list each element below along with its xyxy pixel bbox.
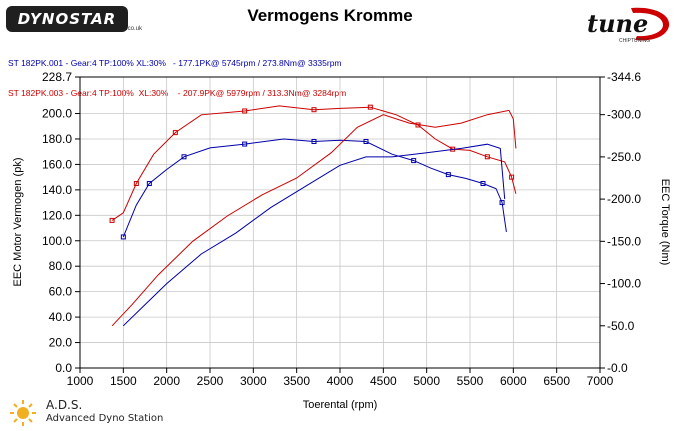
y-left-tick-label: 40.0: [49, 310, 73, 324]
x-tick-label: 5500: [457, 374, 484, 388]
data-point-marker: [484, 154, 490, 160]
x-tick-label: 2500: [197, 374, 224, 388]
data-point-marker: [120, 234, 126, 240]
y-left-tick-label: 20.0: [49, 336, 73, 350]
data-point-marker: [499, 200, 505, 206]
y-right-tick-label: -200.0: [607, 192, 641, 206]
x-tick-label: 4500: [370, 374, 397, 388]
legend-entry-run1: ST 182PK.001 - Gear:4 TP:100% XL:30% - 1…: [8, 58, 342, 68]
y-left-tick-label: 160.0: [42, 157, 72, 171]
data-point-marker: [242, 108, 248, 114]
y-right-tick-label: -50.0: [607, 319, 635, 333]
ads-subtitle: Advanced Dyno Station: [46, 413, 164, 424]
dynostar-logo-domain: .co.uk: [126, 26, 143, 32]
y-left-tick-label: 60.0: [49, 285, 73, 299]
y-left-tick-label: 100.0: [42, 234, 72, 248]
data-point-marker: [109, 217, 115, 223]
y-left-tick-label: 80.0: [49, 259, 73, 273]
y-left-tick-label: 180.0: [42, 132, 72, 146]
y-right-tick-label: -150.0: [607, 234, 641, 248]
x-tick-label: 7000: [587, 374, 614, 388]
series-line-power-run2: [111, 105, 517, 221]
data-point-marker: [411, 158, 417, 164]
x-tick-label: 5000: [413, 374, 440, 388]
y-right-tick-label: -100.0: [607, 277, 641, 291]
data-point-marker: [133, 181, 139, 187]
data-point-marker: [146, 181, 152, 187]
tune-logo-subtext: CHIPTUNING: [619, 38, 650, 44]
data-point-marker: [480, 181, 486, 187]
tune-logo-text: tune: [587, 9, 648, 38]
ads-brand: A.D.S.: [46, 398, 83, 412]
legend: ST 182PK.001 - Gear:4 TP:100% XL:30% - 1…: [8, 38, 346, 108]
chart-title: Vermogens Kromme: [247, 6, 413, 25]
x-axis-label: Toerental (rpm): [303, 399, 378, 411]
x-tick-label: 4000: [327, 374, 354, 388]
y-left-tick-label: 200.0: [42, 107, 72, 121]
x-tick-label: 2000: [153, 374, 180, 388]
y-right-tick-label: -300.0: [607, 108, 641, 122]
data-point-marker: [367, 104, 373, 110]
y-right-tick-label: -0.0: [607, 361, 628, 375]
y-right-tick-label: -344.6: [607, 70, 641, 84]
x-tick-label: 1500: [110, 374, 137, 388]
series-line-torque-run1: [122, 143, 506, 327]
y-left-tick-label: 120.0: [42, 208, 72, 222]
x-axis-ticks: 1000 1500 2000 2500 3000 3500 4000 4500 5000 5500…: [67, 368, 614, 388]
data-point-marker: [242, 141, 248, 147]
dynostar-logo-text: DYNOSTAR: [17, 10, 117, 28]
x-tick-label: 3000: [240, 374, 267, 388]
data-point-marker: [172, 130, 178, 136]
dynostar-logo: DYNOSTAR: [6, 6, 128, 32]
y-axis-right-ticks: -0.0 -50.0 -100.0 -150.0 -200.0 -250.0 -300.0 -…: [600, 70, 641, 375]
series-line-torque-run2: [111, 109, 517, 327]
y-axis-left-label: EEC Motor Vermogen (pk): [12, 158, 24, 287]
x-tick-label: 6500: [543, 374, 570, 388]
data-point-marker: [311, 139, 317, 145]
tune-logo-swoosh: [631, 7, 670, 41]
legend-entry-run2: ST 182PK.003 - Gear:4 TP:100% XL:30% - 2…: [8, 88, 347, 98]
series-line-power-run1: [122, 138, 507, 238]
chart-grid: [79, 77, 601, 368]
y-left-tick-label: 140.0: [42, 183, 72, 197]
chart-curves: [109, 104, 517, 327]
x-tick-label: 3500: [283, 374, 310, 388]
ads-sun-icon: [10, 400, 36, 426]
y-left-tick-label: 0.0: [55, 361, 72, 375]
data-point-marker: [311, 107, 317, 113]
y-axis-left-ticks: 0.0 20.0 40.0 60.0 80.0 100.0 120.0 140.0 160.0 1…: [42, 70, 80, 375]
y-left-tick-label: 228.7: [42, 70, 72, 84]
x-tick-label: 6000: [500, 374, 527, 388]
data-point-marker: [509, 174, 515, 180]
x-tick-label: 1000: [67, 374, 94, 388]
data-point-marker: [181, 154, 187, 160]
data-point-marker: [363, 139, 369, 145]
ads-footer: A.D.S. Advanced Dyno Station: [8, 398, 208, 428]
y-right-tick-label: -250.0: [607, 150, 641, 164]
y-axis-right-label: EEC Torque (Nm): [659, 179, 671, 266]
data-point-marker: [445, 172, 451, 178]
tune-logo: tune CHIPTUNING: [587, 7, 670, 44]
